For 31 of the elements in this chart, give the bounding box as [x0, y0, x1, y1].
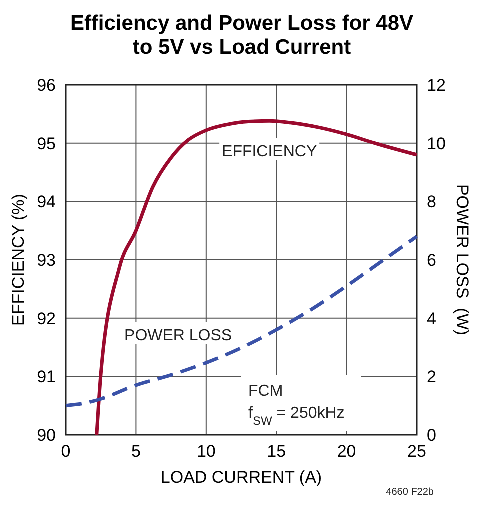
y2-tick-label: 0 [427, 426, 436, 445]
y2-tick-label: 6 [427, 251, 436, 270]
text: 4660 F22b [386, 487, 434, 498]
line-series [95, 119, 419, 437]
annotation: f$_{SW}$ = 250kHz [248, 405, 345, 428]
y-tick-label: 93 [37, 251, 56, 270]
y-tick-label: 94 [37, 192, 56, 212]
x-tick-label: 10 [196, 442, 216, 461]
y-axis-title: EFFICIENCY (%) [9, 194, 28, 326]
y-tick-label: 90 [37, 426, 56, 445]
x-tick-label: 25 [408, 442, 426, 461]
y2-tick-label: 8 [427, 192, 436, 212]
y2-tick-label: 10 [427, 134, 446, 154]
y2-tick-label: 2 [427, 368, 436, 387]
x-axis-title: LOAD CURRENT (A) [160, 468, 322, 487]
x-tick-label: 15 [267, 442, 286, 461]
y-tick-label: 92 [37, 309, 56, 328]
series-label: EFFICIENCY [222, 144, 318, 160]
y-tick-label: 96 [37, 76, 56, 95]
x-tick-label: 5 [131, 442, 141, 461]
y2-axis-title: POWER LOSS (W) [453, 184, 472, 336]
chart-title: Efficiency and Power Loss for 48V to 5V vs Load Current [70, 12, 414, 59]
line-series [64, 234, 419, 408]
y2-tick-label: 4 [427, 309, 436, 328]
x-tick-label: 20 [337, 442, 356, 461]
y-tick-label: 95 [37, 134, 56, 154]
x-tick-label: 0 [61, 442, 71, 461]
series-label: POWER LOSS [124, 327, 232, 344]
y2-tick-label: 12 [427, 76, 446, 95]
annotation: FCM [248, 383, 284, 400]
y-tick-label: 91 [37, 368, 56, 387]
